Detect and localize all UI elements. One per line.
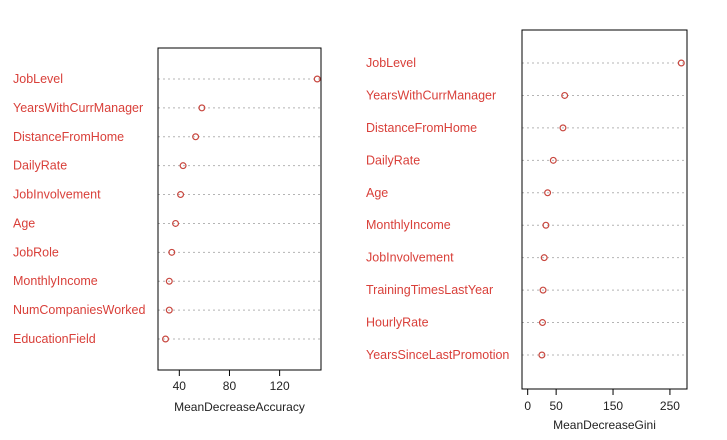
data-point xyxy=(177,191,185,199)
variable-label: EducationField xyxy=(13,332,96,346)
variable-label: Age xyxy=(13,216,35,230)
data-point xyxy=(538,319,546,327)
variable-label: JobRole xyxy=(13,245,59,259)
data-point xyxy=(179,162,187,170)
x-axis-title: MeanDecreaseAccuracy xyxy=(174,400,305,414)
variable-label: MonthlyIncome xyxy=(366,218,451,232)
data-point xyxy=(544,189,552,197)
variable-label: NumCompaniesWorked xyxy=(13,303,146,317)
data-point xyxy=(559,124,567,132)
x-tick-label: 120 xyxy=(270,379,290,393)
data-point xyxy=(162,335,170,343)
data-point xyxy=(539,286,547,294)
data-point xyxy=(168,248,176,256)
plot-frame xyxy=(521,29,688,390)
variable-label: JobLevel xyxy=(366,56,416,70)
variable-label: JobInvolvement xyxy=(366,251,454,265)
plot-frame xyxy=(157,47,322,371)
variable-label: DailyRate xyxy=(366,153,420,167)
variable-label: YearsWithCurrManager xyxy=(366,88,496,102)
data-point xyxy=(549,156,557,164)
variable-label: JobInvolvement xyxy=(13,188,101,202)
x-tick-label: 0 xyxy=(524,399,531,413)
data-point xyxy=(313,75,321,83)
mean-decrease-accuracy-panel: JobLevel YearsWithCurrManager DistanceFrom… xyxy=(13,47,322,414)
variable-label: TrainingTimesLastYear xyxy=(366,283,493,297)
data-point xyxy=(165,306,173,314)
variable-label: HourlyRate xyxy=(366,316,429,330)
variable-label: JobLevel xyxy=(13,72,63,86)
x-tick-label: 80 xyxy=(223,379,237,393)
data-point xyxy=(198,104,206,112)
variable-label: DailyRate xyxy=(13,159,67,173)
variable-label: DistanceFromHome xyxy=(13,130,124,144)
x-tick-label: 150 xyxy=(603,399,623,413)
variable-label: YearsSinceLastPromotion xyxy=(366,348,509,362)
data-point xyxy=(538,351,546,359)
x-tick-label: 50 xyxy=(549,399,563,413)
data-point xyxy=(561,91,569,99)
x-axis-title: MeanDecreaseGini xyxy=(553,418,656,432)
variable-label: MonthlyIncome xyxy=(13,274,98,288)
mean-decrease-gini-panel: JobLevel YearsWithCurrManager DistanceFrom… xyxy=(366,29,688,432)
data-point xyxy=(542,221,550,229)
data-point xyxy=(540,254,548,262)
variable-label: YearsWithCurrManager xyxy=(13,101,143,115)
data-point xyxy=(677,59,685,67)
data-point xyxy=(172,219,180,227)
data-point xyxy=(165,277,173,285)
x-tick-label: 250 xyxy=(660,399,680,413)
data-point xyxy=(192,133,200,141)
variable-label: DistanceFromHome xyxy=(366,121,477,135)
variable-label: Age xyxy=(366,186,388,200)
x-tick-label: 40 xyxy=(173,379,187,393)
